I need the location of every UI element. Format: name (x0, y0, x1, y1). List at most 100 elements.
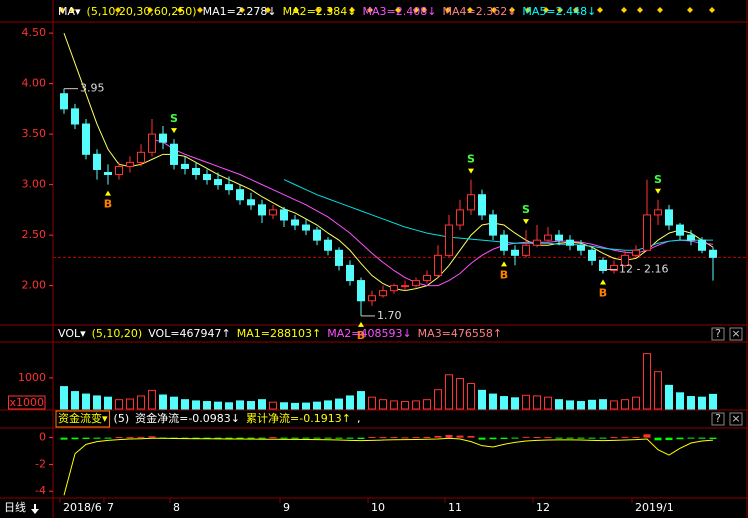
panel-button-label[interactable]: ? (715, 412, 721, 425)
volume-bar (500, 396, 508, 410)
volume-bar (291, 402, 299, 410)
panel-button[interactable] (711, 327, 725, 341)
volume-bar (456, 378, 464, 410)
x-tick-label: 2019/1 (635, 501, 674, 514)
volume-bar (324, 400, 332, 410)
candle-body (137, 151, 145, 163)
flow-bar (203, 437, 211, 439)
flow-bar (698, 437, 706, 439)
volume-bar (379, 399, 387, 410)
volume-bar (115, 399, 123, 410)
signal-diamond (509, 7, 515, 13)
panel-button-label[interactable]: ? (715, 327, 721, 340)
y-tick-label: -4 (35, 484, 46, 497)
volume-bar (577, 401, 585, 410)
volume-bar (423, 399, 431, 410)
x-tick-label: 10 (371, 501, 385, 514)
candle-body (269, 209, 277, 216)
volume-bar (148, 389, 156, 410)
candle-body (214, 179, 222, 186)
flow-bar (445, 434, 453, 438)
candle-body (621, 254, 629, 266)
flow-bar (258, 437, 266, 439)
header-item: MA5=2.448↓ (522, 5, 596, 18)
signal-label: S (467, 153, 475, 166)
candle-body (192, 167, 200, 176)
flow-bar (566, 437, 574, 439)
ma-line (151, 138, 714, 287)
volume-bar (82, 393, 90, 410)
flow-bar (390, 437, 398, 439)
candle-body (698, 239, 706, 251)
signal-diamond (413, 7, 419, 13)
candle-body (280, 209, 288, 221)
flow-bar (379, 437, 387, 439)
candle-body (60, 93, 68, 110)
flow-bar (247, 437, 255, 439)
candle-body (71, 108, 79, 125)
volume-bar (93, 395, 101, 410)
volume-bar (203, 401, 211, 410)
candle-body (610, 264, 618, 271)
header-item: , (357, 412, 361, 425)
signal-diamond (59, 7, 65, 13)
header-item: (5,10,20,30,60,250) (87, 5, 197, 18)
signal-diamond (265, 7, 271, 13)
candle-body (676, 224, 684, 236)
volume-bar (401, 401, 409, 410)
volume-bar (445, 374, 453, 410)
panel-button-label[interactable]: × (731, 327, 740, 340)
signal-arrow (171, 128, 177, 134)
period-label: 日线 (4, 500, 26, 514)
candle-body (379, 290, 387, 297)
candle-body (599, 259, 607, 271)
signal-diamond (115, 7, 121, 13)
volume-bar (489, 393, 497, 410)
candle-body (412, 280, 420, 287)
candle-body (170, 143, 178, 165)
panel-button[interactable] (711, 412, 725, 426)
candle-body (335, 249, 343, 266)
flow-bar (225, 437, 233, 439)
candle-body (148, 133, 156, 153)
flow-bar (214, 437, 222, 439)
candle-body (313, 229, 321, 241)
candle-body (665, 209, 673, 226)
flow-bar (357, 437, 365, 439)
flow-bar (93, 437, 101, 439)
volume-bar (170, 396, 178, 410)
signal-arrow (501, 261, 507, 267)
panel-button[interactable] (729, 327, 743, 341)
unit-label: x1000 (9, 396, 44, 409)
signal-label: B (357, 329, 365, 342)
header-item: MA3=476558↑ (418, 327, 502, 340)
flow-bar (335, 437, 343, 439)
volume-bar (544, 396, 552, 410)
flow-bar (236, 437, 244, 439)
volume-bar (192, 400, 200, 410)
header-item: (5) (114, 412, 130, 425)
flow-bar (423, 436, 431, 438)
signal-diamond (525, 7, 531, 13)
signal-diamond (315, 7, 321, 13)
candle-body (588, 249, 596, 261)
unit-box (7, 395, 46, 410)
volume-bar (643, 353, 651, 410)
flow-bar (137, 436, 145, 438)
panel-button[interactable] (729, 412, 743, 426)
header-item: MA2=408593↓ (327, 327, 411, 340)
candle-body (467, 194, 475, 211)
signal-label: S (170, 112, 178, 125)
header-item: MA3=2.408↓ (363, 5, 437, 18)
annotation: 1.70 (377, 309, 402, 322)
signal-diamond (543, 7, 549, 13)
candle-body (522, 244, 530, 256)
signal-diamond (445, 7, 451, 13)
panel-button-label[interactable]: × (731, 412, 740, 425)
flow-bar (522, 436, 530, 438)
signal-diamond (69, 7, 75, 13)
signal-label: B (599, 287, 607, 300)
candle-body (687, 234, 695, 241)
candle-body (632, 249, 640, 256)
volume-bar (511, 397, 519, 410)
